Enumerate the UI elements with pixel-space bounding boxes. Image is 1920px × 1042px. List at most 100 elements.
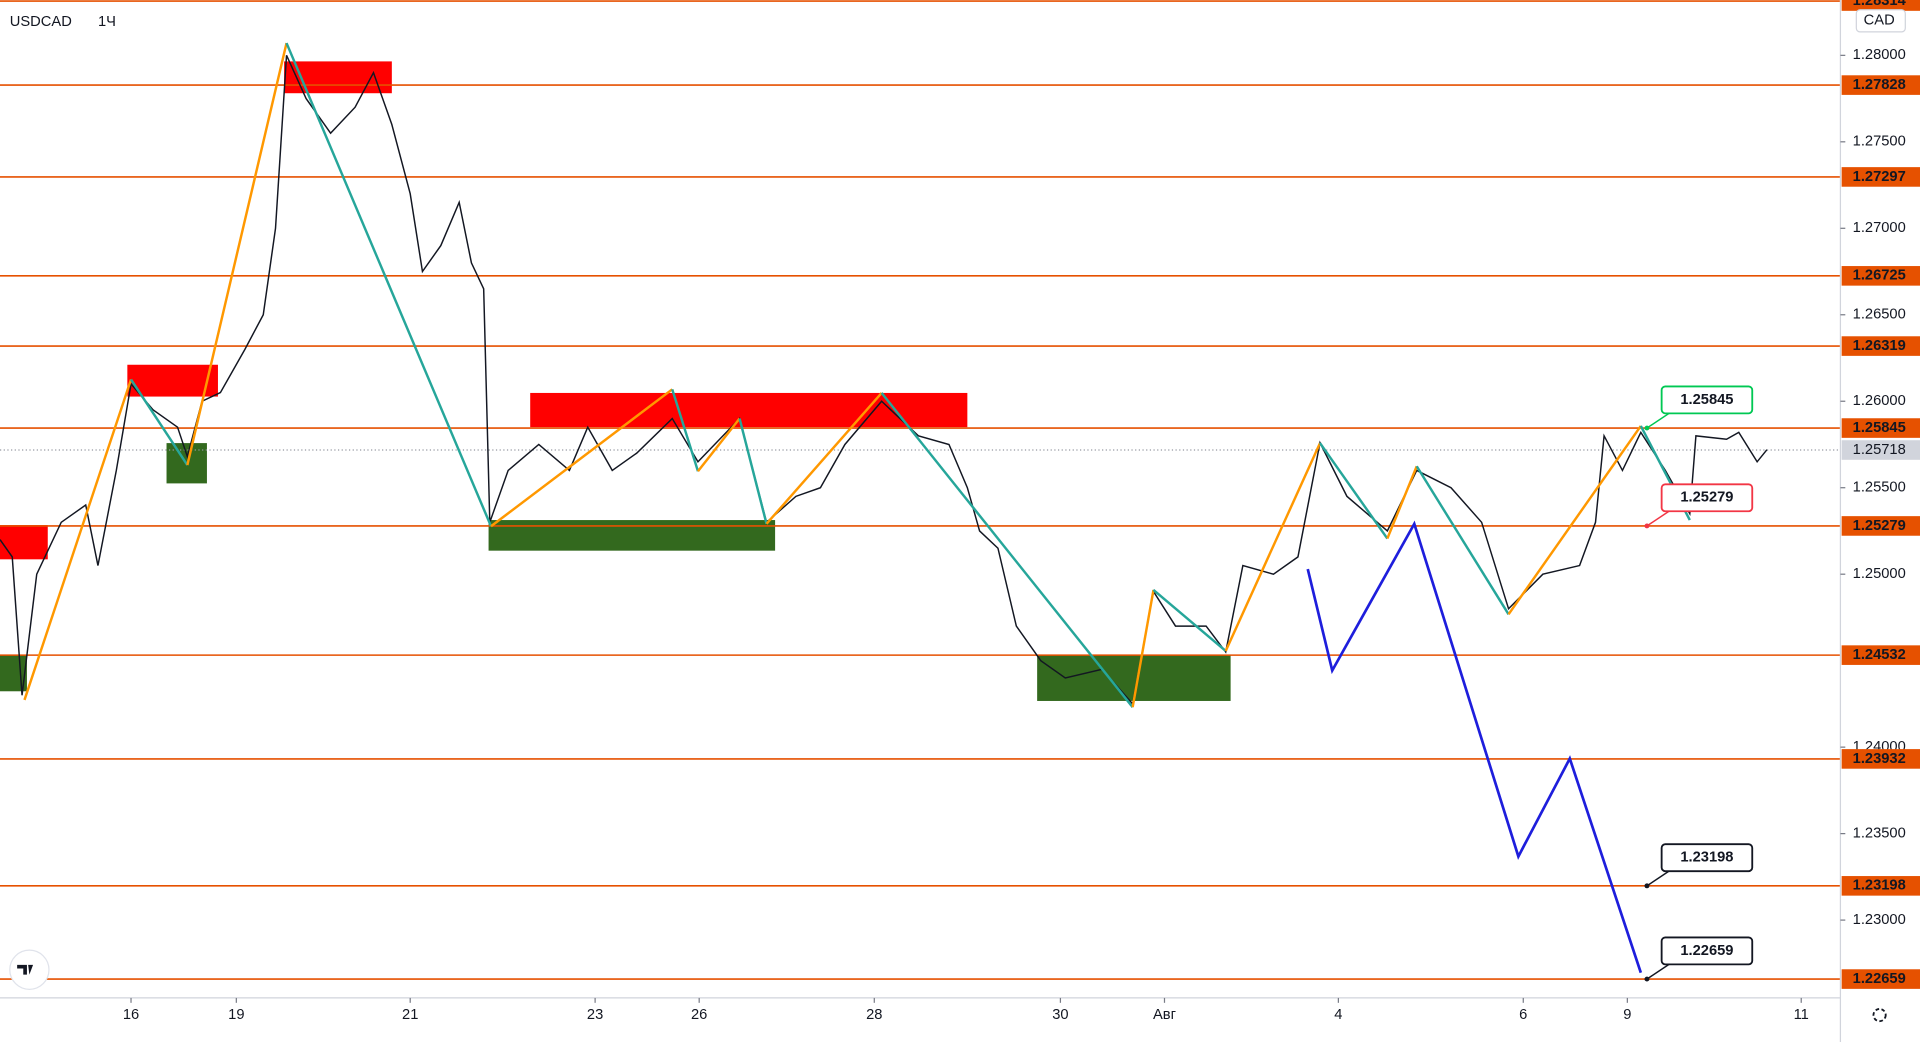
zone <box>127 364 218 397</box>
lines-layer <box>23 42 1691 974</box>
x-tick-label: 30 <box>1052 1007 1068 1023</box>
x-tick-label: 23 <box>587 1007 603 1023</box>
zigzag-segment <box>23 379 133 701</box>
level-label: 1.27828 <box>1853 77 1906 93</box>
y-tick-label: 1.23500 <box>1853 825 1906 841</box>
zigzag-segment <box>186 42 288 466</box>
settings-icon[interactable] <box>1872 1008 1887 1023</box>
projection-path <box>1306 520 1643 974</box>
level-label-box <box>1841 266 1920 286</box>
level-label: 1.28314 <box>1853 0 1907 9</box>
annotation-box <box>1660 483 1754 513</box>
level-label: 1.27297 <box>1853 169 1906 185</box>
level-label-box <box>1841 969 1920 989</box>
currency-button[interactable] <box>1855 9 1906 33</box>
x-tick-label: 16 <box>123 1007 139 1023</box>
level-label-box <box>1841 167 1920 187</box>
level-label-box <box>1841 516 1920 536</box>
zone <box>0 654 27 692</box>
y-tick-label: 1.26000 <box>1853 393 1906 409</box>
zigzag-segment <box>1507 425 1642 616</box>
x-tick-label: 26 <box>691 1007 707 1023</box>
annotation-anchor <box>1644 523 1650 529</box>
zigzag-segment <box>880 392 1134 708</box>
zigzag-segment <box>765 392 883 525</box>
level-label-box <box>1841 0 1920 11</box>
zone <box>1037 654 1231 701</box>
annotation-box <box>1660 843 1754 873</box>
y-tick-label: 1.26500 <box>1853 307 1906 323</box>
x-tick-label: 6 <box>1519 1007 1527 1023</box>
y-tick-label: 1.28000 <box>1853 47 1906 63</box>
annotation-anchor <box>1644 425 1650 431</box>
y-tick-label: 1.27500 <box>1853 134 1906 150</box>
annotation-pointer <box>1646 510 1670 527</box>
zigzag-segment <box>1318 442 1389 540</box>
level-label: 1.26319 <box>1853 338 1906 354</box>
level-label: 1.26725 <box>1853 268 1906 284</box>
x-tick-label: 21 <box>402 1007 418 1023</box>
last-price-label: 1.25718 <box>1853 442 1906 458</box>
level-label: 1.22659 <box>1853 971 1906 987</box>
annotation-anchor <box>1644 976 1650 982</box>
annotation-anchor <box>1644 883 1650 889</box>
zigzag-segment <box>738 418 768 525</box>
interval[interactable]: 1Ч <box>98 14 116 30</box>
level-label: 1.25279 <box>1853 518 1906 534</box>
x-tick-label: 28 <box>866 1007 882 1023</box>
level-label: 1.23932 <box>1853 751 1906 767</box>
zone <box>530 392 968 428</box>
axis-layer: 1.28000 1.27500 1.27000 1.26500 1.26000 1.255… <box>123 0 1920 1023</box>
level-label-box <box>1841 645 1920 665</box>
logo-mark <box>17 964 34 975</box>
x-tick-label: 11 <box>1794 1007 1809 1023</box>
zone <box>0 525 48 560</box>
symbol[interactable]: USDCAD <box>10 14 72 30</box>
level-label: 1.24532 <box>1853 647 1906 663</box>
zigzag-segment <box>129 378 189 466</box>
x-tick-label: 4 <box>1334 1007 1342 1023</box>
level-label: 1.25845 <box>1853 420 1906 436</box>
annotation-box <box>1660 936 1754 966</box>
annotation-label: 1.23198 <box>1680 850 1733 866</box>
y-tick-label: 1.27000 <box>1853 220 1906 236</box>
currency[interactable]: CAD <box>1864 13 1895 29</box>
levels-layer <box>0 0 1841 980</box>
level-label: 1.23198 <box>1853 878 1906 894</box>
x-tick-label: Авг <box>1153 1007 1176 1023</box>
annotation-label: 1.22659 <box>1680 943 1733 959</box>
annotation-pointer <box>1646 963 1670 980</box>
zigzag-segment <box>671 388 700 472</box>
y-tick-label: 1.25500 <box>1853 480 1906 496</box>
x-tick-label: 9 <box>1623 1007 1631 1023</box>
zigzag-segment <box>285 42 493 527</box>
zigzag-segment <box>1415 465 1510 615</box>
annotation-pointer <box>1646 870 1670 887</box>
annotation-box <box>1660 385 1754 415</box>
price-line <box>0 55 1768 706</box>
level-label-box <box>1841 75 1920 95</box>
zone <box>488 520 776 551</box>
annotations-layer: 1.25845 1.25279 1.23198 1.22659 <box>1644 385 1754 982</box>
y-tick-label: 1.25000 <box>1853 566 1906 582</box>
zigzag-segment <box>1131 589 1155 708</box>
zigzag-segment <box>1386 465 1418 540</box>
zigzag-segment <box>1224 442 1322 652</box>
annotation-label: 1.25279 <box>1680 490 1733 506</box>
level-label-box <box>1841 418 1920 438</box>
annotation-pointer <box>1646 412 1670 429</box>
y-tick-label: 1.23000 <box>1853 912 1906 928</box>
level-label-box <box>1841 336 1920 356</box>
zigzag-segment <box>696 417 741 473</box>
zigzag-segment <box>1152 588 1227 652</box>
x-tick-label: 19 <box>228 1007 244 1023</box>
zigzag-segment <box>490 388 673 528</box>
last-price-box <box>1841 440 1920 460</box>
level-label-box <box>1841 876 1920 896</box>
price-layer <box>0 55 1768 706</box>
annotation-label: 1.25845 <box>1680 392 1733 408</box>
level-label-box <box>1841 749 1920 769</box>
